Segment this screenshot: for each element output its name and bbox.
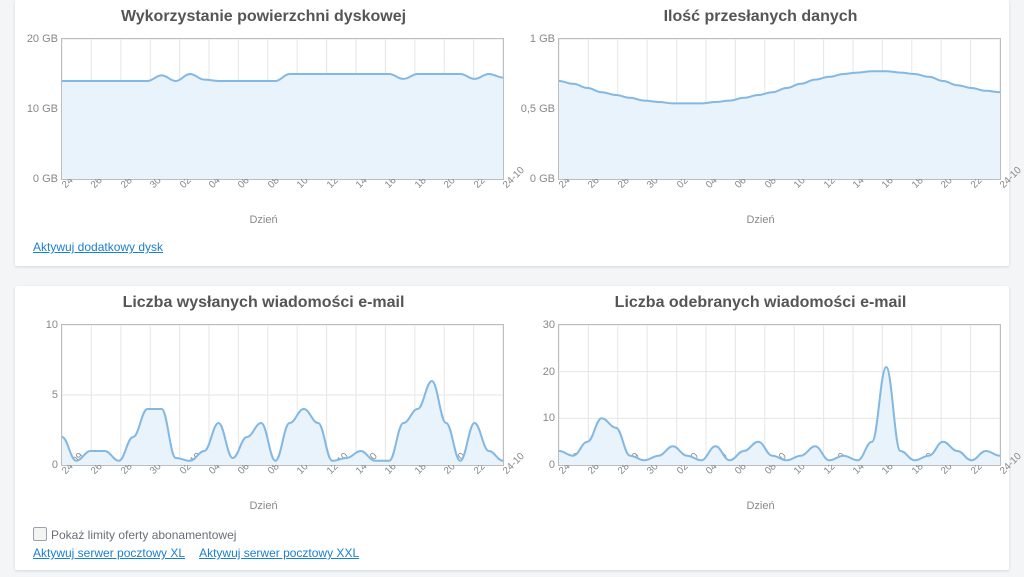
chart-plot: 010203024-0926-0928-0930-0902-1004-1006-… (558, 324, 1001, 466)
panel-top-footer: Aktywuj dodatkowy dysk (33, 240, 991, 254)
chart-title: Liczba odebranych wiadomości e-mail (512, 294, 1009, 312)
x-axis-title: Dzień (15, 214, 512, 226)
y-tick-label: 10 GB (27, 103, 58, 115)
chart-title: Wykorzystanie powierzchni dyskowej (15, 8, 512, 26)
x-axis-title: Dzień (512, 214, 1009, 226)
y-tick-label: 20 (543, 366, 555, 378)
link-activate-mail-xxl[interactable]: Aktywuj serwer pocztowy XXL (199, 546, 359, 560)
y-tick-label: 20 GB (27, 33, 58, 45)
chart-title: Liczba wysłanych wiadomości e-mail (15, 294, 512, 312)
y-tick-label: 0 (549, 459, 555, 471)
panel-bottom-links-row: Aktywuj serwer pocztowy XL Aktywuj serwe… (33, 546, 991, 560)
chart-title: Ilość przesłanych danych (512, 8, 1009, 26)
link-activate-mail-xl[interactable]: Aktywuj serwer pocztowy XL (33, 546, 185, 560)
y-tick-label: 0 (52, 459, 58, 471)
x-tick-label: 24-10 (998, 165, 1024, 191)
chart-plot: 0 GB10 GB20 GB24-0926-0928-0930-0902-100… (61, 38, 504, 180)
y-tick-label: 0,5 GB (521, 103, 555, 115)
y-tick-label: 1 GB (530, 33, 555, 45)
x-tick-label: 24-10 (501, 165, 527, 191)
y-tick-label: 30 (543, 319, 555, 331)
link-activate-extra-disk[interactable]: Aktywuj dodatkowy dysk (33, 240, 163, 254)
y-tick-label: 0 GB (530, 173, 555, 185)
checkbox-label: Pokaż limity oferty abonamentowej (51, 528, 236, 542)
y-tick-label: 5 (52, 389, 58, 401)
y-tick-label: 0 GB (33, 173, 58, 185)
chart-plot: 051024-0926-0928-0930-0902-1004-1006-100… (61, 324, 504, 466)
y-tick-label: 10 (543, 412, 555, 424)
chart-plot: 0 GB0,5 GB1 GB24-0926-0928-0930-0902-100… (558, 38, 1001, 180)
x-tick-label: 24-10 (501, 451, 527, 477)
x-axis-title: Dzień (15, 500, 512, 512)
y-tick-label: 10 (46, 319, 58, 331)
panel-bottom-checkbox-row: Pokaż limity oferty abonamentowej (33, 527, 991, 542)
checkbox-icon (33, 527, 47, 541)
x-tick-label: 24-10 (998, 451, 1024, 477)
x-axis-title: Dzień (512, 500, 1009, 512)
panel-disk-transfer: Wykorzystanie powierzchni dyskowej 0 GB1… (15, 0, 1009, 266)
checkbox-show-plan-limits[interactable]: Pokaż limity oferty abonamentowej (33, 527, 236, 542)
panel-email-stats: Liczba wysłanych wiadomości e-mail 05102… (15, 286, 1009, 570)
